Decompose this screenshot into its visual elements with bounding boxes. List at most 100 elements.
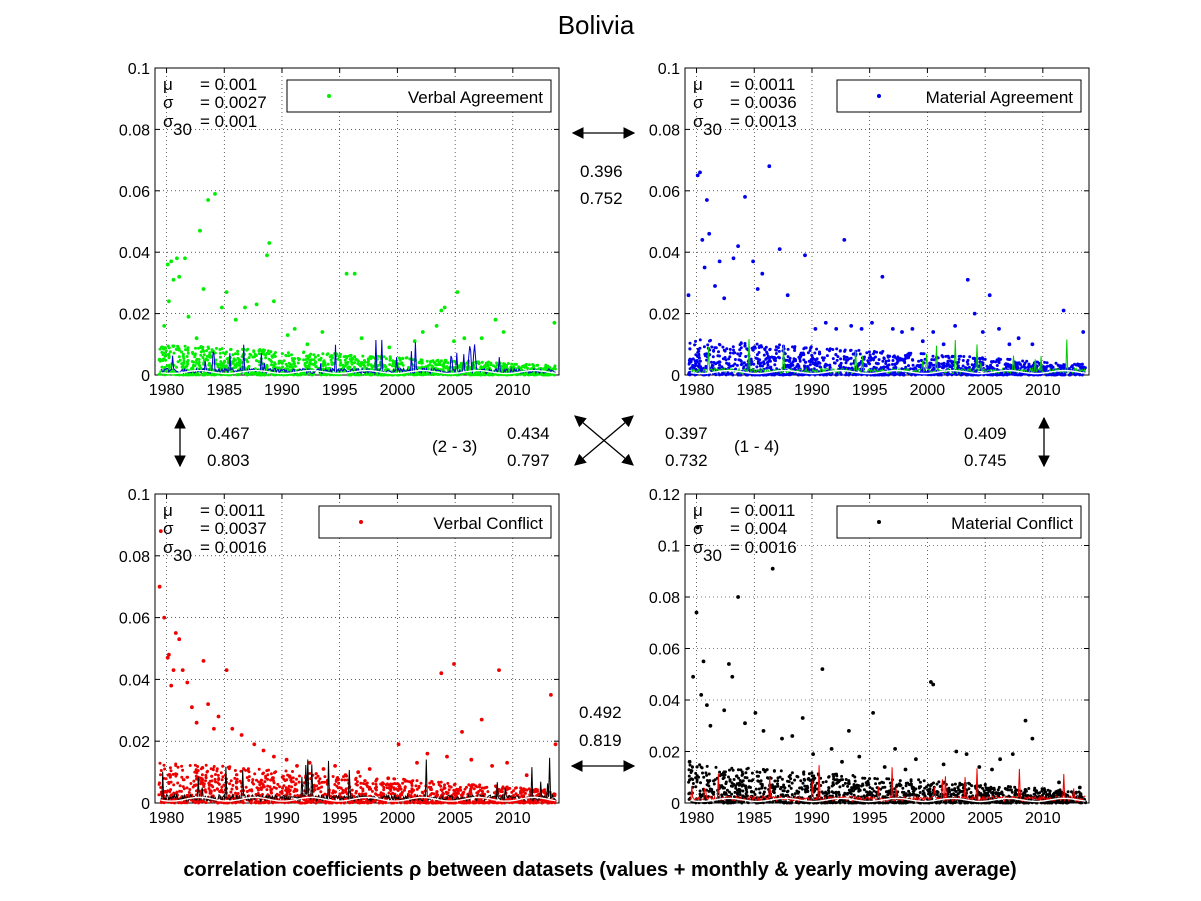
verbal-agreement-point: [219, 373, 223, 377]
material-agreement-point: [688, 373, 692, 377]
verbal-conflict-point: [496, 801, 500, 805]
verbal-agreement-point: [263, 373, 267, 377]
verbal-agreement-outlier-19: [243, 305, 247, 310]
material-agreement-point: [791, 363, 795, 367]
verbal-agreement-point: [193, 353, 197, 357]
verbal-agreement-point: [181, 361, 185, 365]
material-agreement-point: [962, 355, 966, 358]
verbal-conflict-point: [276, 782, 280, 786]
material-agreement-point: [940, 362, 944, 366]
verbal-conflict-point: [510, 790, 514, 794]
verbal-agreement-point: [369, 357, 373, 360]
verbal-agreement-point: [527, 373, 531, 377]
material-agreement-point: [821, 358, 825, 362]
verbal-conflict-point: [172, 783, 176, 787]
material-agreement-point: [997, 359, 1001, 363]
verbal-agreement-point: [540, 372, 544, 376]
verbal-agreement-point: [269, 350, 273, 354]
material-agreement-point: [836, 355, 840, 359]
verbal-agreement-outlier-12: [198, 228, 202, 233]
material-agreement-point: [731, 345, 735, 349]
verbal-agreement-outlier-42: [501, 330, 506, 334]
verbal-conflict-outlier-14: [206, 702, 211, 706]
verbal-conflict-xtick-label-5: 2005: [437, 810, 473, 827]
figure-title: Bolivia: [558, 10, 635, 40]
material-agreement-point: [712, 361, 716, 364]
verbal-agreement-point: [197, 373, 201, 377]
material-agreement-point: [736, 352, 740, 356]
verbal-conflict-point: [403, 786, 407, 790]
verbal-agreement-point: [236, 352, 240, 356]
material-conflict-panel: 1980 1985 1990 1995 2000 2005 201000.020.040.0…: [649, 487, 1090, 827]
verbal-conflict-point: [535, 788, 539, 792]
verbal-agreement-point: [330, 354, 333, 358]
material-agreement-point: [807, 359, 811, 363]
verbal-agreement-outlier-26: [305, 342, 310, 347]
material-agreement-outlier-30: [910, 327, 915, 331]
verbal-agreement-point: [172, 351, 176, 355]
verbal-conflict-point: [343, 778, 347, 782]
verbal-conflict-point: [266, 784, 270, 788]
verbal-conflict-point: [221, 764, 225, 768]
verbal-conflict-point: [314, 772, 318, 776]
material-agreement-point: [727, 363, 731, 367]
verbal-conflict-point: [380, 783, 384, 787]
verbal-conflict-outlier-28: [343, 773, 348, 778]
verbal-agreement-point: [368, 373, 372, 377]
verbal-conflict-point: [374, 788, 378, 792]
verbal-agreement-point: [191, 365, 195, 369]
verbal-agreement-outlier-30: [359, 336, 364, 341]
verbal-agreement-xtick-label-1: 1985: [206, 382, 242, 399]
verbal-conflict-point: [259, 786, 263, 790]
verbal-agreement-point: [346, 360, 350, 364]
verbal-agreement-outlier-37: [452, 339, 456, 344]
verbal-conflict-ytick-label-1: 0.02: [119, 734, 150, 751]
verbal-agreement-point: [205, 349, 209, 353]
material-agreement-point: [931, 363, 935, 367]
material-agreement-ytick-label-0: 0: [671, 368, 680, 385]
verbal-agreement-point: [509, 365, 513, 369]
verbal-agreement-point: [174, 347, 178, 351]
material-agreement-point: [946, 362, 950, 365]
material-conflict-point: [827, 786, 831, 790]
verbal-conflict-point: [429, 793, 433, 797]
material-agreement-outlier-43: [1061, 308, 1066, 313]
verbal-agreement-point: [420, 373, 424, 377]
verbal-agreement-point: [531, 363, 535, 366]
verbal-agreement-point: [551, 367, 555, 371]
verbal-agreement-point: [282, 359, 286, 363]
verbal-agreement-point: [541, 367, 545, 371]
verbal-conflict-point: [204, 790, 208, 794]
verbal-conflict-point: [371, 782, 375, 786]
verbal-conflict-outlier-45: [549, 693, 553, 697]
material-agreement-point: [981, 361, 985, 365]
verbal-agreement-point: [163, 365, 167, 369]
verbal-agreement-point: [186, 351, 190, 355]
material-agreement-point: [739, 341, 743, 345]
material-agreement-outlier-23: [842, 238, 847, 242]
material-agreement-point: [758, 364, 762, 368]
verbal-agreement-point: [200, 372, 204, 376]
material-agreement-point: [693, 343, 697, 347]
material-agreement-outlier-32: [931, 330, 936, 334]
verbal-conflict-point: [280, 789, 284, 793]
material-agreement-point: [768, 359, 772, 363]
verbal-agreement-point: [202, 349, 206, 353]
verbal-conflict-outlier-29: [356, 770, 361, 774]
material-agreement-point: [980, 356, 984, 360]
verbal-conflict-point: [414, 784, 418, 788]
material-agreement-point: [774, 348, 778, 352]
material-agreement-point: [815, 364, 819, 368]
verbal-agreement-stat-sigma30-symbol: σ: [163, 112, 174, 131]
verbal-conflict-point: [358, 774, 362, 778]
verbal-conflict-point: [162, 763, 166, 767]
verbal-agreement-point: [553, 364, 557, 368]
verbal-agreement-point: [339, 361, 343, 365]
verbal-agreement-point: [505, 373, 509, 377]
verbal-agreement-outlier-27: [320, 330, 325, 334]
verbal-agreement-ytick-label-4: 0.08: [119, 122, 150, 139]
verbal-conflict-point: [400, 791, 404, 795]
material-agreement-point: [697, 349, 701, 353]
material-agreement-point: [930, 358, 934, 362]
verbal-agreement-point: [446, 361, 450, 365]
